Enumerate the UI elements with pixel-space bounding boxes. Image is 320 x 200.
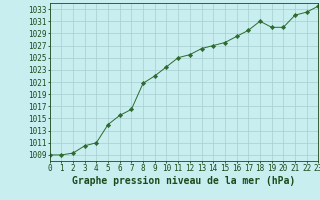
X-axis label: Graphe pression niveau de la mer (hPa): Graphe pression niveau de la mer (hPa) [72, 176, 296, 186]
